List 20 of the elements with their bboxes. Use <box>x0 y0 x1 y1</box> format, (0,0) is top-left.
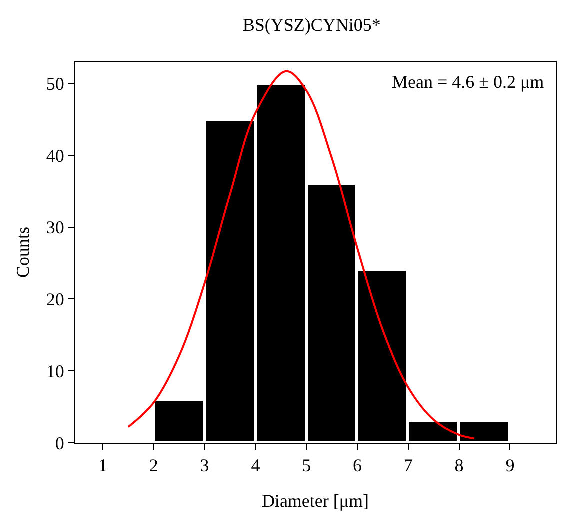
line-series <box>127 70 476 440</box>
chart-title: BS(YSZ)CYNi05* <box>242 14 381 35</box>
x-tick-label: 3 <box>200 456 210 476</box>
x-tick-label: 8 <box>454 456 464 476</box>
y-axis-title: Counts <box>13 226 33 278</box>
x-tick-label: 6 <box>352 456 362 476</box>
y-tick-label: 40 <box>46 146 64 166</box>
y-tick-label: 20 <box>46 290 64 310</box>
x-tick-label: 4 <box>251 456 260 476</box>
x-tick-label: 1 <box>98 456 108 476</box>
x-axis-title: Diameter [μm] <box>262 491 370 511</box>
x-tick-label: 7 <box>404 456 413 476</box>
y-tick-label: 10 <box>46 361 64 382</box>
x-tick-label: 5 <box>302 456 312 476</box>
y-tick-label: 0 <box>55 433 64 454</box>
annotation: Mean = 4.6 ± 0.2 μm <box>392 72 544 92</box>
x-tick-label: 9 <box>506 456 515 476</box>
x-tick-label: 2 <box>149 456 158 476</box>
y-tick-label: 50 <box>46 74 64 94</box>
y-tick-label: 30 <box>46 218 64 238</box>
